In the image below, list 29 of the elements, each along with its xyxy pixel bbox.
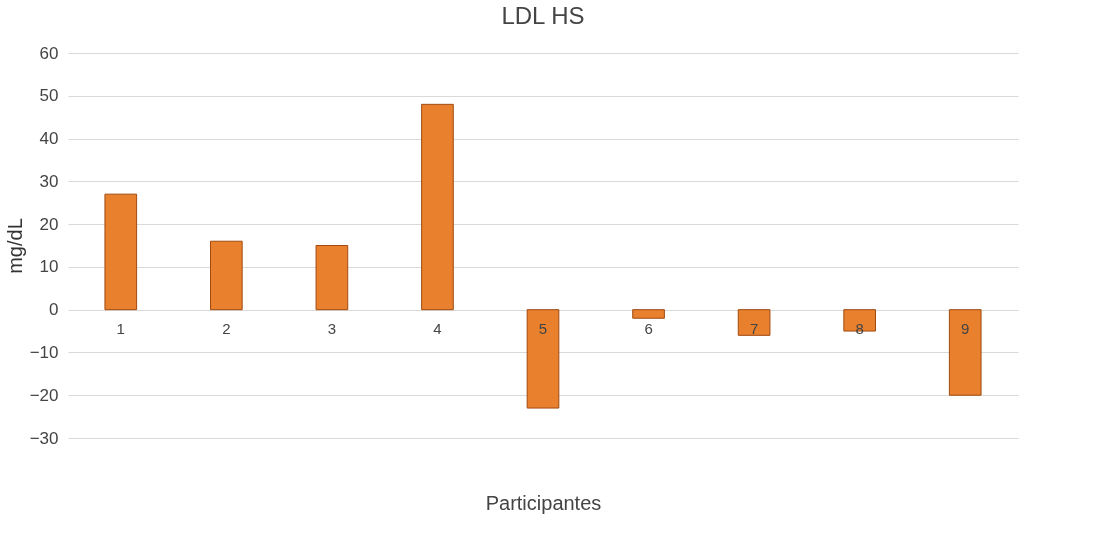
bar <box>210 240 243 311</box>
x-tick-label: 1 <box>116 320 125 338</box>
x-tick-label: 2 <box>222 320 231 338</box>
bar <box>421 103 454 311</box>
y-tick-label: 40 <box>39 129 59 149</box>
y-axis-title: mg/dL <box>3 218 26 274</box>
bar <box>104 193 138 311</box>
y-tick-label: 10 <box>39 257 59 277</box>
x-tick-label: 3 <box>327 320 337 338</box>
bar <box>315 245 349 311</box>
y-tick-label: 50 <box>39 86 59 106</box>
y-tick-label: −10 <box>29 342 59 362</box>
x-tick-label: 7 <box>749 320 759 338</box>
x-tick-label: 4 <box>433 320 442 338</box>
y-tick-label: −30 <box>29 428 59 448</box>
y-tick-label: 0 <box>49 300 59 320</box>
x-tick-label: 5 <box>538 320 548 338</box>
y-tick-label: 20 <box>39 214 59 234</box>
y-tick-label: 30 <box>39 171 59 191</box>
bar <box>526 309 560 409</box>
x-axis-title: Participantes <box>485 491 602 514</box>
x-tick-label: 9 <box>961 320 970 338</box>
bar <box>632 309 665 319</box>
chart-title: LDL HS <box>501 2 585 29</box>
y-tick-label: 60 <box>39 43 59 63</box>
bar <box>737 309 771 336</box>
x-tick-label: 6 <box>644 320 653 338</box>
bar <box>948 309 982 396</box>
y-tick-label: −20 <box>29 385 59 405</box>
